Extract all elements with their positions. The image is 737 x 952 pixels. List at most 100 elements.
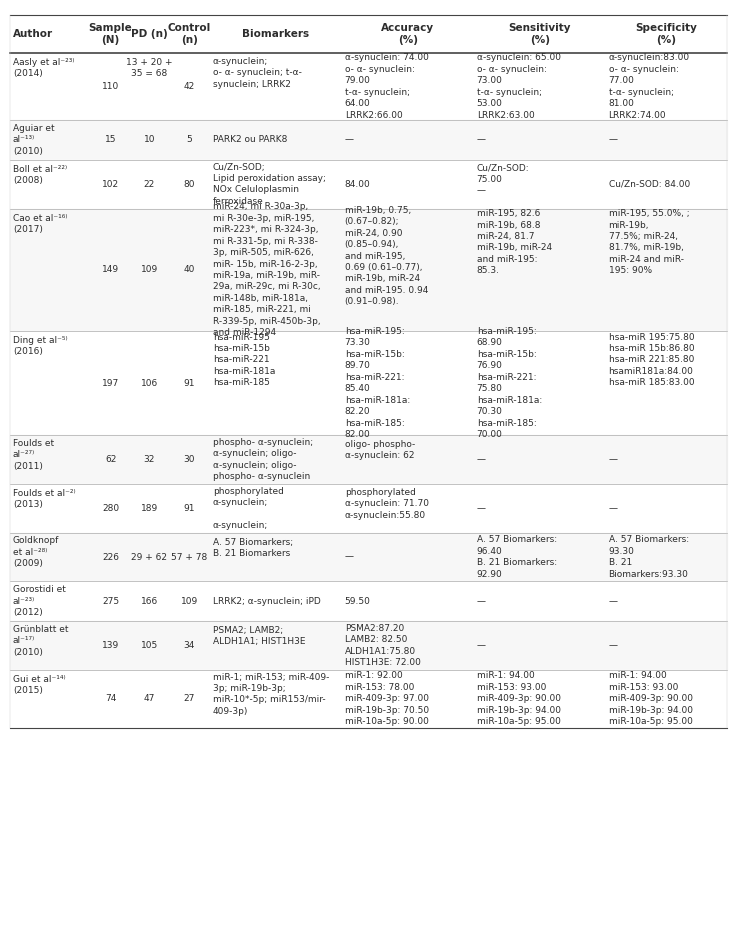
Text: —: —	[609, 504, 618, 513]
Text: Foulds et al⁻²⁾
(2013): Foulds et al⁻²⁾ (2013)	[13, 488, 76, 509]
Text: miR-24, mi R-30a-3p,
mi R-30e-3p, miR-195,
miR-223*, mi R-324-3p,
mi R-331-5p, m: miR-24, mi R-30a-3p, mi R-30e-3p, miR-19…	[213, 203, 321, 337]
Text: 27: 27	[184, 694, 195, 704]
Bar	[10, 120, 727, 160]
Text: 40: 40	[184, 266, 195, 274]
Text: 32: 32	[144, 455, 155, 464]
Text: LRRK2; α-synuclein; iPD: LRRK2; α-synuclein; iPD	[213, 597, 321, 605]
Text: 91: 91	[184, 504, 195, 513]
Text: —: —	[477, 597, 486, 605]
Text: 197: 197	[102, 379, 119, 387]
Text: —: —	[609, 455, 618, 464]
Text: 84.00: 84.00	[345, 180, 371, 188]
Text: Cu/Zn-SOD: 84.00: Cu/Zn-SOD: 84.00	[609, 180, 690, 188]
Text: 105: 105	[141, 641, 158, 650]
Text: 106: 106	[141, 379, 158, 387]
Text: Goldknopf
et al⁻²⁸⁾
(2009): Goldknopf et al⁻²⁸⁾ (2009)	[13, 536, 60, 568]
Text: 109: 109	[181, 597, 198, 605]
Text: Aguiar et
al⁻¹³⁾
(2010): Aguiar et al⁻¹³⁾ (2010)	[13, 124, 55, 156]
Text: α-synuclein:83.00
o- α- synuclein:
77.00
t-α- synuclein;
81.00
LRRK2:74.00: α-synuclein:83.00 o- α- synuclein: 77.00…	[609, 53, 690, 120]
Text: 139: 139	[102, 641, 119, 650]
Text: 62: 62	[105, 455, 116, 464]
Text: Cu/Zn-SOD;
Lipid peroxidation assay;
NOx Celuloplasmin
ferroxidase: Cu/Zn-SOD; Lipid peroxidation assay; NOx…	[213, 163, 326, 206]
Text: Gui et al⁻¹⁴⁾
(2015): Gui et al⁻¹⁴⁾ (2015)	[13, 675, 66, 695]
Text: 59.50: 59.50	[345, 597, 371, 605]
Text: —: —	[477, 455, 486, 464]
Text: hsa-miR-195:
68.90
hsa-miR-15b:
76.90
hsa-miR-221:
75.80
hsa-miR-181a:
70.30
hsa: hsa-miR-195: 68.90 hsa-miR-15b: 76.90 hs…	[477, 327, 542, 439]
Text: phosphorylated
α-synuclein;

α-synuclein;: phosphorylated α-synuclein; α-synuclein;	[213, 486, 284, 530]
Text: α-synuclein;
o- α- synuclein; t-α-
synuclein; LRRK2: α-synuclein; o- α- synuclein; t-α- synuc…	[213, 57, 301, 89]
Text: Author: Author	[13, 29, 53, 39]
Text: 29 + 62: 29 + 62	[131, 552, 167, 562]
Text: oligo- phospho-
α-synuclein: 62: oligo- phospho- α-synuclein: 62	[345, 440, 415, 461]
Text: 80: 80	[184, 180, 195, 188]
Text: Gorostidi et
al⁻²³⁾
(2012): Gorostidi et al⁻²³⁾ (2012)	[13, 585, 66, 617]
Text: PSMA2:87.20
LAMB2: 82.50
ALDH1A1:75.80
HIST1H3E: 72.00: PSMA2:87.20 LAMB2: 82.50 ALDH1A1:75.80 H…	[345, 624, 421, 667]
Text: 15: 15	[105, 135, 116, 145]
Bar	[10, 208, 727, 331]
Text: 74: 74	[105, 694, 116, 704]
Text: 47: 47	[144, 694, 155, 704]
Bar	[10, 53, 727, 120]
Bar	[10, 331, 727, 435]
Bar	[10, 160, 727, 208]
Text: A. 57 Biomarkers:
93.30
B. 21
Biomarkers:93.30: A. 57 Biomarkers: 93.30 B. 21 Biomarkers…	[609, 535, 689, 579]
Text: 280: 280	[102, 504, 119, 513]
Text: Specificity
(%): Specificity (%)	[635, 23, 697, 45]
Text: 91: 91	[184, 379, 195, 387]
Text: PSMA2; LAMB2;
ALDH1A1; HIST1H3E: PSMA2; LAMB2; ALDH1A1; HIST1H3E	[213, 626, 305, 646]
Text: 5: 5	[186, 135, 192, 145]
Text: Control
(n): Control (n)	[167, 23, 211, 45]
Text: Grünblatt et
al⁻¹⁷⁾
(2010): Grünblatt et al⁻¹⁷⁾ (2010)	[13, 625, 69, 657]
Text: 22: 22	[144, 180, 155, 188]
Text: Cao et al⁻¹⁶⁾
(2017): Cao et al⁻¹⁶⁾ (2017)	[13, 213, 68, 234]
Text: hsa-miR 195:75.80
hsa-miR 15b:86.80
hsa-miR 221:85.80
hsamiR181a:84.00
hsa-miR 1: hsa-miR 195:75.80 hsa-miR 15b:86.80 hsa-…	[609, 332, 694, 387]
Text: Ding et al⁻⁵⁾
(2016): Ding et al⁻⁵⁾ (2016)	[13, 336, 68, 356]
Text: 110: 110	[102, 82, 119, 91]
Text: Biomarkers: Biomarkers	[242, 29, 310, 39]
Text: 102: 102	[102, 180, 119, 188]
Text: —: —	[609, 135, 618, 145]
Text: 34: 34	[184, 641, 195, 650]
Text: Cu/Zn-SOD:
75.00
—: Cu/Zn-SOD: 75.00 —	[477, 164, 529, 195]
Text: PD (n): PD (n)	[131, 29, 168, 39]
Text: α-synuclein: 65.00
o- α- synuclein:
73.00
t-α- synuclein;
53.00
LRRK2:63.00: α-synuclein: 65.00 o- α- synuclein: 73.0…	[477, 53, 561, 120]
Text: miR-1: 94.00
miR-153: 93.00
miR-409-3p: 90.00
miR-19b-3p: 94.00
miR-10a-5p: 95.0: miR-1: 94.00 miR-153: 93.00 miR-409-3p: …	[609, 671, 693, 726]
Text: 189: 189	[141, 504, 158, 513]
Text: miR-1: 92.00
miR-153: 78.00
miR-409-3p: 97.00
miR-19b-3p: 70.50
miR-10a-5p: 90.0: miR-1: 92.00 miR-153: 78.00 miR-409-3p: …	[345, 671, 429, 726]
Bar	[10, 484, 727, 532]
Text: —: —	[609, 597, 618, 605]
Bar	[10, 532, 727, 582]
Text: Accuracy
(%): Accuracy (%)	[381, 23, 434, 45]
Text: Sensitivity
(%): Sensitivity (%)	[509, 23, 571, 45]
Text: 109: 109	[141, 266, 158, 274]
Text: 42: 42	[184, 82, 195, 91]
Text: 57 + 78: 57 + 78	[171, 552, 207, 562]
Text: 275: 275	[102, 597, 119, 605]
Text: —: —	[477, 135, 486, 145]
Text: PARK2 ou PARK8: PARK2 ou PARK8	[213, 135, 287, 145]
Text: miR-1; miR-153; miR-409-
3p; miR-19b-3p;
miR-10*-5p; miR153/mir-
409-3p): miR-1; miR-153; miR-409- 3p; miR-19b-3p;…	[213, 672, 329, 716]
Text: miR-195, 55.0%, ;
miR-19b,
77.5%; miR-24,
81.7%, miR-19b,
miR-24 and miR-
195: 9: miR-195, 55.0%, ; miR-19b, 77.5%; miR-24…	[609, 209, 689, 275]
Bar	[10, 582, 727, 621]
Text: phosphorylated
α-synuclein: 71.70
α-synuclein:55.80: phosphorylated α-synuclein: 71.70 α-synu…	[345, 487, 429, 520]
Text: A. 57 Biomarkers;
B. 21 Biomarkers: A. 57 Biomarkers; B. 21 Biomarkers	[213, 538, 293, 558]
Text: 10: 10	[144, 135, 155, 145]
Text: Aasly et al⁻²³⁾
(2014): Aasly et al⁻²³⁾ (2014)	[13, 58, 74, 78]
Text: hsa-miR-195:
73.30
hsa-miR-15b:
89.70
hsa-miR-221:
85.40
hsa-miR-181a:
82.20
hsa: hsa-miR-195: 73.30 hsa-miR-15b: 89.70 hs…	[345, 327, 410, 439]
Text: 166: 166	[141, 597, 158, 605]
Text: 226: 226	[102, 552, 119, 562]
Text: 30: 30	[184, 455, 195, 464]
Text: A. 57 Biomarkers:
96.40
B. 21 Biomarkers:
92.90: A. 57 Biomarkers: 96.40 B. 21 Biomarkers…	[477, 535, 556, 579]
Text: miR-19b, 0.75,
(0.67–0.82);
miR-24, 0.90
(0.85–0.94),
and miR-195,
0.69 (0.61–0.: miR-19b, 0.75, (0.67–0.82); miR-24, 0.90…	[345, 206, 428, 307]
Text: miR-195, 82.6
miR-19b, 68.8
miR-24, 81.7
miR-19b, miR-24
and miR-195:
85.3.: miR-195, 82.6 miR-19b, 68.8 miR-24, 81.7…	[477, 209, 552, 275]
Text: miR-1: 94.00
miR-153: 93.00
miR-409-3p: 90.00
miR-19b-3p: 94.00
miR-10a-5p: 95.0: miR-1: 94.00 miR-153: 93.00 miR-409-3p: …	[477, 671, 561, 726]
Text: 13 + 20 +
35 = 68: 13 + 20 + 35 = 68	[126, 58, 172, 78]
Text: —: —	[609, 641, 618, 650]
Text: —: —	[477, 504, 486, 513]
Text: Sample
(N): Sample (N)	[88, 23, 133, 45]
Text: Foulds et
al⁻²⁷⁾
(2011): Foulds et al⁻²⁷⁾ (2011)	[13, 439, 54, 470]
Text: α-synuclein: 74.00
o- α- synuclein:
79.00
t-α- synuclein;
64.00
LRRK2:66.00: α-synuclein: 74.00 o- α- synuclein: 79.0…	[345, 53, 428, 120]
Text: Boll et al⁻²²⁾
(2008): Boll et al⁻²²⁾ (2008)	[13, 165, 67, 186]
Bar	[10, 435, 727, 484]
Text: 149: 149	[102, 266, 119, 274]
